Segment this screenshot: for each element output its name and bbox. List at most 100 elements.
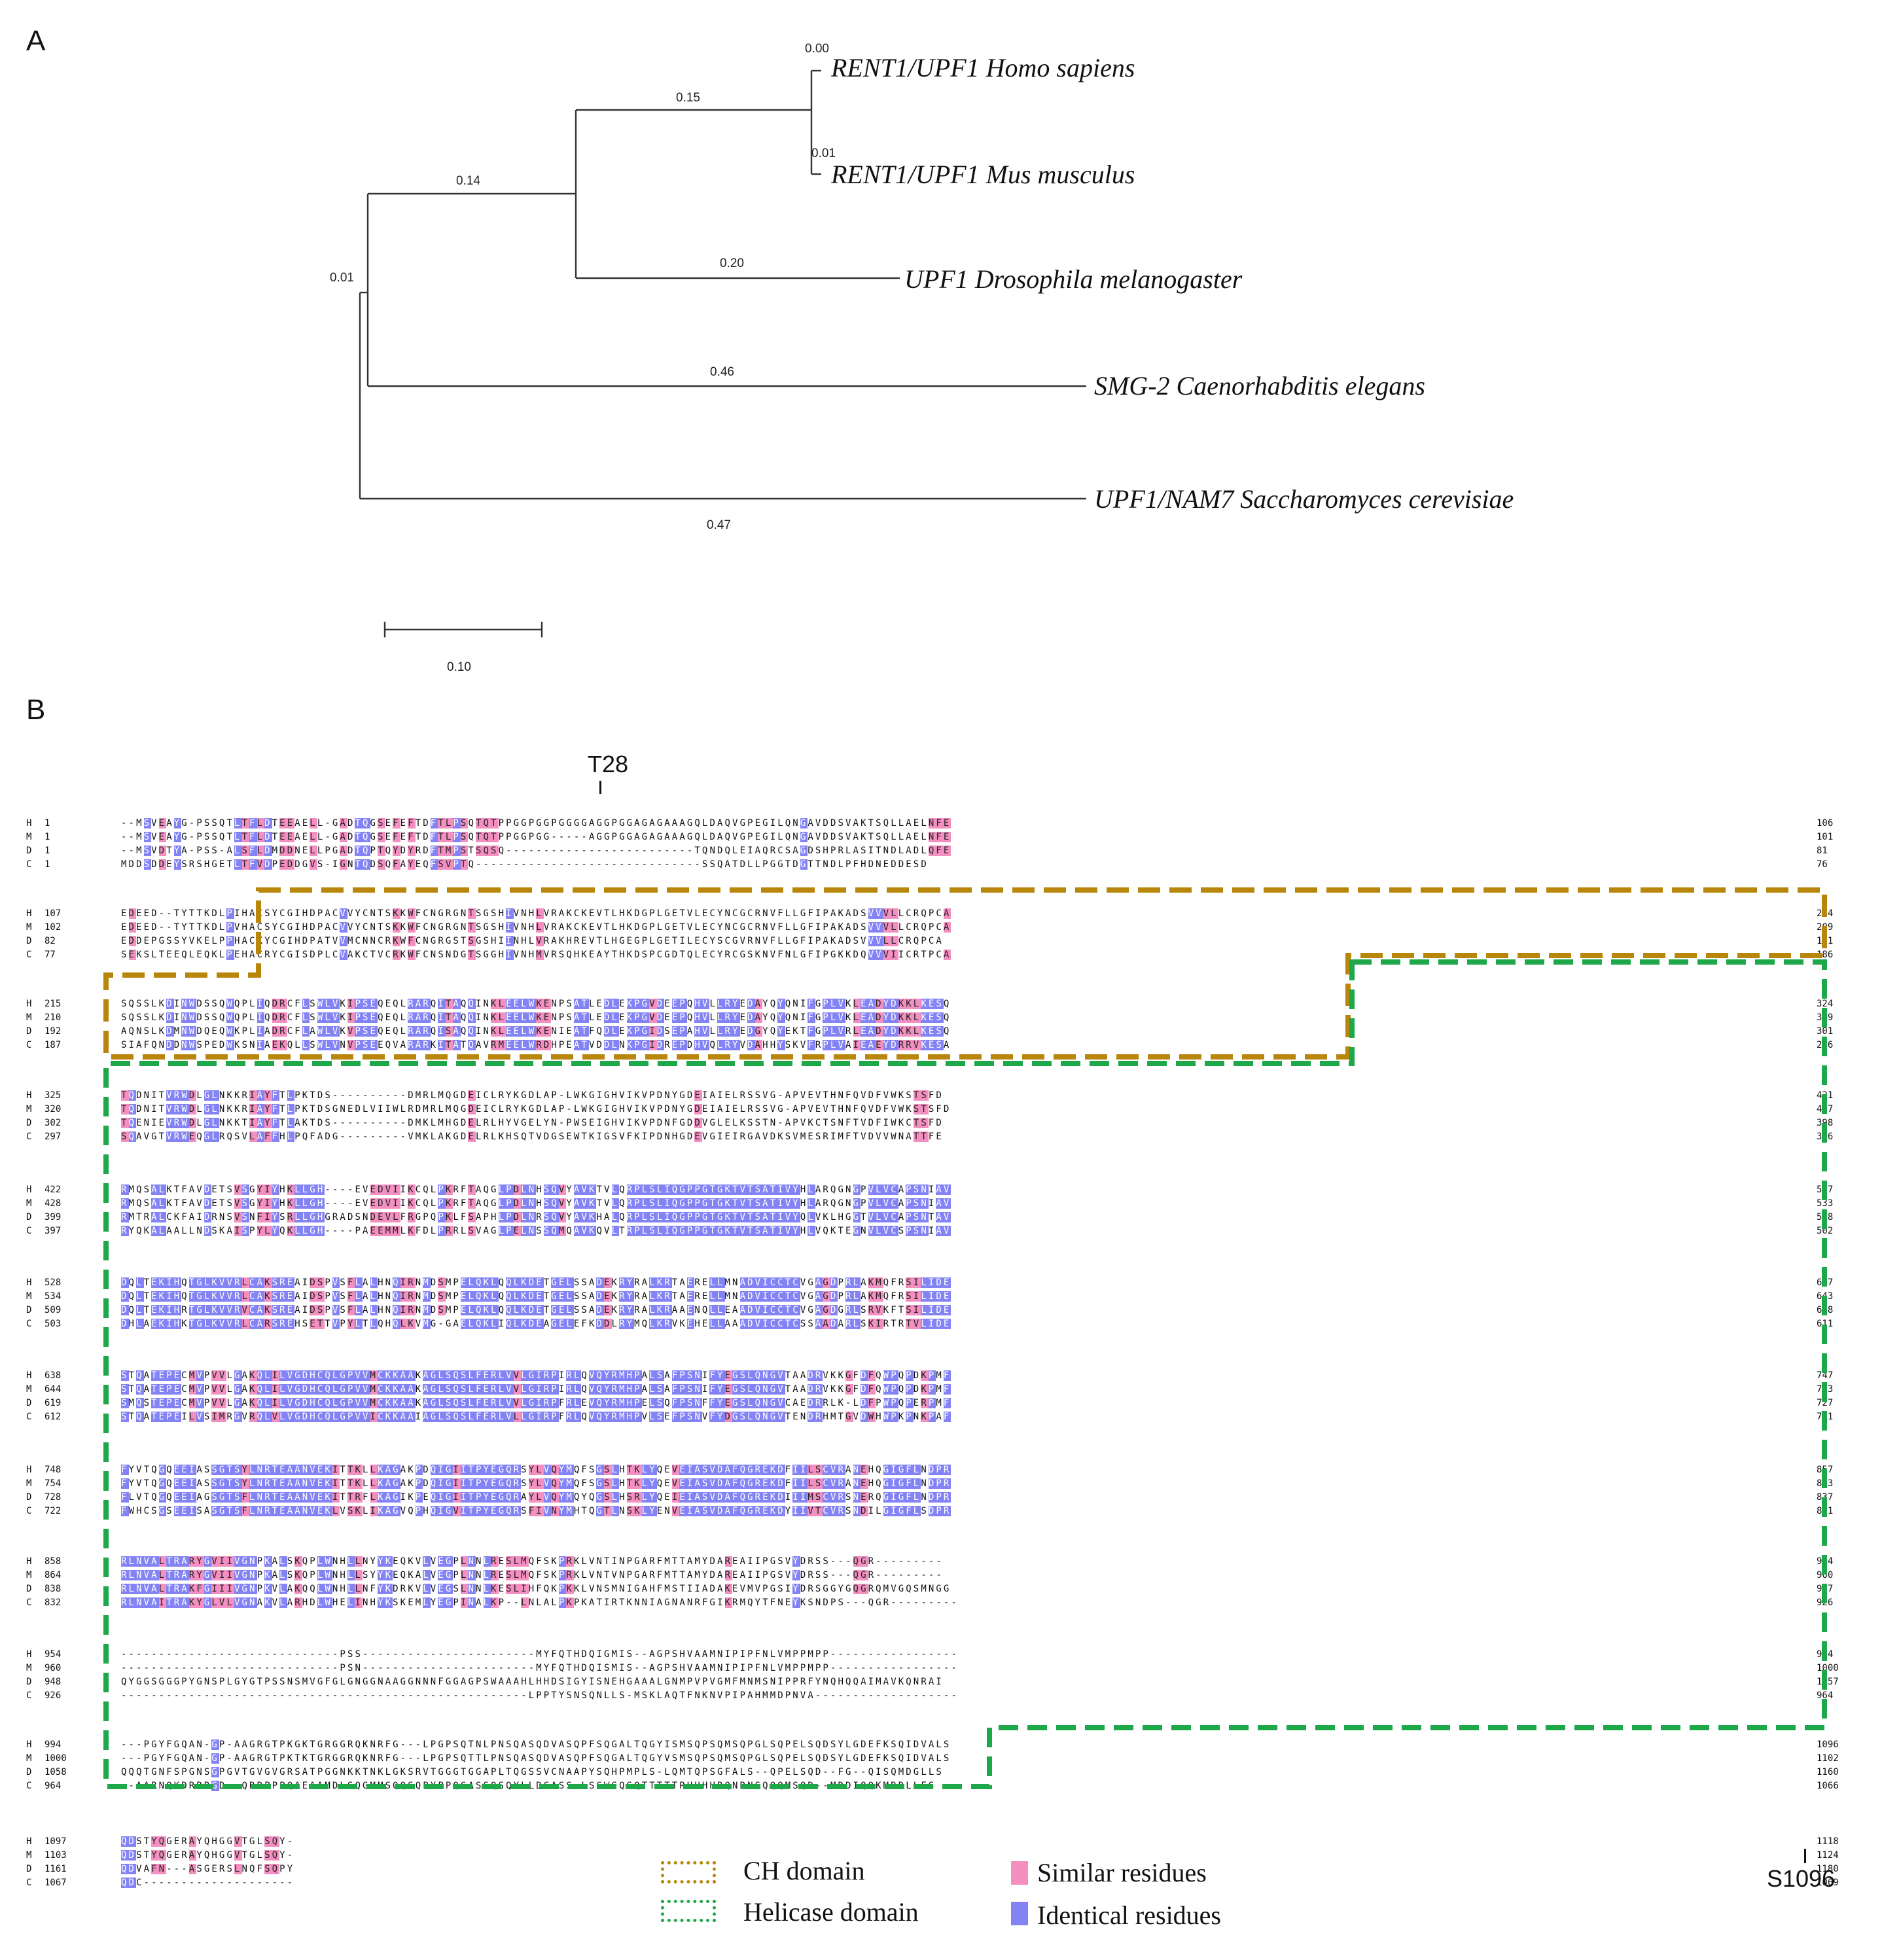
alignment-end-position: 209: [1817, 922, 1834, 933]
alignment-end-position: 1102: [1817, 1753, 1839, 1764]
alignment-sequence: FYVTQGQEEIASSGTSYLNRTEAANVEKITTKLLKAGAKP…: [121, 1465, 951, 1475]
alignment-end-position: 427: [1817, 1104, 1834, 1114]
alignment-row: D 399 RMTRALCKFAIDRNSVSNFIYSRLLGHGRADSNDEV…: [0, 1211, 1882, 1224]
alignment-start-position: 964: [44, 1781, 62, 1791]
alignment-end-position: 863: [1817, 1478, 1834, 1489]
alignment-species-code: M: [26, 832, 32, 842]
alignment-sequence: ---PGYFGQAN-GP-AAGRGTPKGKTGRGGRQKNRFG---…: [121, 1739, 951, 1750]
scale-bar-label: 0.10: [447, 660, 471, 674]
alignment-sequence: RMQSALKTFAVDETSVSGYIYHKLLGH----EVEDVIIKC…: [121, 1185, 951, 1195]
legend-ch-label: CH domain: [743, 1856, 865, 1885]
branch-length-homo-sapiens: 0.00: [805, 42, 829, 56]
alignment-sequence: SIAFQNDDNWSPEDWKSNIAEKQLLSWLVNVPSEEQVARA…: [121, 1040, 951, 1050]
alignment-end-position: 101: [1817, 832, 1834, 842]
alignment-start-position: 215: [44, 999, 62, 1009]
alignment-end-position: 1096: [1817, 1739, 1839, 1750]
alignment-end-position: 214: [1817, 908, 1834, 919]
alignment-start-position: 1058: [44, 1767, 67, 1777]
alignment-sequence: RLNVAITRAKYGLVLVGNAKVLARHDLWHELINHYKSKEM…: [121, 1597, 959, 1608]
alignment-end-position: 319: [1817, 1012, 1834, 1023]
alignment-start-position: 838: [44, 1584, 62, 1594]
alignment-end-position: 527: [1817, 1185, 1834, 1195]
alignment-start-position: 948: [44, 1677, 62, 1687]
marker-t28: T28: [588, 751, 629, 777]
alignment-end-position: 721: [1817, 1412, 1834, 1422]
alignment-start-position: 960: [44, 1663, 62, 1673]
taxon-c-elegans: SMG-2 Caenorhabditis elegans: [1094, 371, 1425, 401]
alignment-end-position: 106: [1817, 818, 1834, 829]
alignment-start-position: 399: [44, 1212, 62, 1222]
legend-helicase-label: Helicase domain: [743, 1897, 919, 1927]
alignment-start-position: 832: [44, 1597, 62, 1608]
alignment-end-position: 747: [1817, 1370, 1834, 1381]
alignment-start-position: 1103: [44, 1850, 67, 1861]
alignment-start-position: 1: [44, 846, 50, 856]
alignment-end-position: 186: [1817, 950, 1834, 960]
panel-a-label: A: [26, 25, 46, 57]
branch-length-animal-clade: 0.14: [456, 174, 480, 188]
alignment-sequence: EDEED--TYTTKDLPIHACSYCGIHDPACVVYCNTSKKWF…: [121, 908, 951, 919]
alignment-species-code: C: [26, 1878, 32, 1888]
alignment-end-position: 296: [1817, 1040, 1834, 1050]
alignment-end-position: 727: [1817, 1398, 1834, 1408]
phylogenetic-tree-panel: A 0.00 0.01 0.15 0.14 0.01 0.20 0.46 0.4…: [0, 0, 1882, 694]
alignment-row: H 858 RLNVALTRARYGVIIVGNPKALSKQPLWNHLLNYYK…: [0, 1555, 1882, 1569]
alignment-start-position: 534: [44, 1291, 62, 1302]
branch-length-root-split: 0.01: [330, 271, 354, 285]
alignment-species-code: H: [26, 908, 32, 919]
legend-helicase-swatch: [661, 1900, 716, 1922]
alignment-species-code: M: [26, 1570, 32, 1580]
alignment-species-code: C: [26, 859, 32, 870]
alignment-end-position: 396: [1817, 1131, 1834, 1142]
alignment-row: M 960 -----------------------------PSN----…: [0, 1662, 1882, 1675]
alignment-species-code: M: [26, 1012, 32, 1023]
alignment-row: C 926 ------------------------------------…: [0, 1689, 1882, 1703]
alignment-start-position: 722: [44, 1506, 62, 1516]
alignment-row: H 107 EDEED--TYTTKDLPIHACSYCGIHDPACVVYCNTS…: [0, 907, 1882, 921]
alignment-sequence: RMQSALKTFAVDETSVSGYIYHKLLGH----EVEDVIIKC…: [121, 1198, 951, 1209]
alignment-sequence: DQLTEKIHQTGLKVVRLCAKSREAIDSPVSFLALHNQIRN…: [121, 1277, 951, 1288]
alignment-start-position: 302: [44, 1118, 62, 1128]
alignment-sequence: QDC--------------------: [121, 1878, 295, 1888]
alignment-start-position: 192: [44, 1026, 62, 1037]
alignment-end-position: 1124: [1817, 1850, 1839, 1861]
alignment-end-position: 324: [1817, 999, 1834, 1009]
alignment-row: C 722 FWHCSGSEEISASGTSFLNRTEAANVEKLVSKLIKA…: [0, 1505, 1882, 1518]
alignment-species-code: H: [26, 1649, 32, 1660]
marker-t28-tick: [599, 781, 601, 794]
alignment-row: C 77 SEKSLTEEQLEQKLPEHACRYCGISDPLCVAKCTVCR…: [0, 948, 1882, 962]
alignment-end-position: 1160: [1817, 1767, 1839, 1777]
alignment-start-position: 612: [44, 1412, 62, 1422]
alignment-end-position: 753: [1817, 1384, 1834, 1395]
alignment-species-code: M: [26, 1478, 32, 1489]
alignment-sequence: -----------------------------PSS--------…: [121, 1649, 959, 1660]
alignment-species-code: D: [26, 1767, 32, 1777]
alignment-species-code: M: [26, 1663, 32, 1673]
alignment-start-position: 1: [44, 818, 50, 829]
alignment-row: C 297 SQAVGTVRWEQGLRQSVLAFFHLPQFADG-------…: [0, 1130, 1882, 1144]
alignment-row: C 1067 QDC-------------------- 1069: [0, 1876, 1882, 1890]
alignment-species-code: C: [26, 1226, 32, 1236]
alignment-end-position: 76: [1817, 859, 1828, 870]
alignment-end-position: 618: [1817, 1305, 1834, 1315]
alignment-end-position: 964: [1817, 1690, 1834, 1701]
alignment-sequence: RLNVALTRAKFGIIIVGNPKVLAKQQLWNHLLNFYKDRKV…: [121, 1584, 951, 1594]
alignment-species-code: C: [26, 1597, 32, 1608]
alignment-end-position: 831: [1817, 1506, 1834, 1516]
alignment-sequence: QDSTYQGERAYQHGGVTGLSQY-: [121, 1836, 295, 1847]
taxon-mus-musculus: RENT1/UPF1 Mus musculus: [830, 160, 1135, 189]
marker-s1096: S1096: [1767, 1865, 1836, 1892]
alignment-row: D 1161 QDVAFN---ASGERSLNQFSQPY 1180: [0, 1862, 1882, 1876]
tree-animal-node: [368, 110, 577, 278]
scale-bar: 0.10: [383, 622, 543, 674]
alignment-species-code: M: [26, 922, 32, 933]
alignment-species-code: D: [26, 1864, 32, 1874]
alignment-species-code: D: [26, 1212, 32, 1222]
alignment-species-code: H: [26, 1090, 32, 1101]
alignment-species-code: D: [26, 1398, 32, 1408]
branch-length-drosophila: 0.20: [720, 257, 744, 270]
alignment-end-position: 1000: [1817, 1663, 1839, 1673]
taxon-drosophila: UPF1 Drosophila melanogaster: [904, 264, 1243, 294]
alignment-end-position: 421: [1817, 1090, 1834, 1101]
alignment-row: D 82 EDDEPGSSYVKELPPHACKYCGIHDPATVVMCNNCRK…: [0, 935, 1882, 948]
